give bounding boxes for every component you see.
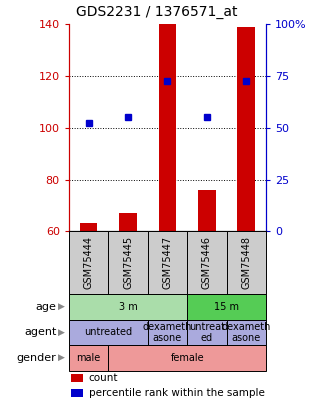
Text: age: age: [35, 302, 56, 312]
Text: GSM75447: GSM75447: [162, 236, 172, 289]
Text: 3 m: 3 m: [119, 302, 137, 312]
Text: dexameth
asone: dexameth asone: [222, 322, 271, 343]
Bar: [187, 231, 227, 294]
Text: ▶: ▶: [58, 302, 64, 311]
Bar: [108, 345, 266, 371]
Bar: [69, 320, 148, 345]
Text: agent: agent: [24, 327, 56, 337]
Text: GSM75444: GSM75444: [84, 236, 94, 289]
Bar: [69, 345, 108, 371]
Text: ▶: ▶: [58, 353, 64, 362]
Text: GSM75445: GSM75445: [123, 236, 133, 289]
Text: untreat
ed: untreat ed: [189, 322, 225, 343]
Bar: [69, 231, 108, 294]
Text: GDS2231 / 1376571_at: GDS2231 / 1376571_at: [76, 5, 237, 19]
Text: dexameth
asone: dexameth asone: [143, 322, 192, 343]
Bar: [69, 294, 187, 320]
Text: male: male: [76, 353, 101, 363]
Bar: [187, 294, 266, 320]
Text: female: female: [170, 353, 204, 363]
Bar: [159, 24, 176, 231]
Bar: [148, 320, 187, 345]
Bar: [71, 373, 83, 382]
Text: GSM75448: GSM75448: [241, 236, 251, 289]
Text: count: count: [89, 373, 118, 383]
Text: GSM75446: GSM75446: [202, 236, 212, 289]
Bar: [227, 320, 266, 345]
Bar: [71, 389, 83, 397]
Bar: [198, 190, 216, 231]
Text: gender: gender: [17, 353, 56, 363]
Text: 15 m: 15 m: [214, 302, 239, 312]
Bar: [227, 231, 266, 294]
Text: ▶: ▶: [58, 328, 64, 337]
Bar: [148, 231, 187, 294]
Bar: [238, 27, 255, 231]
Bar: [119, 213, 137, 231]
Bar: [187, 320, 227, 345]
Bar: [108, 231, 148, 294]
Text: percentile rank within the sample: percentile rank within the sample: [89, 388, 264, 398]
Bar: [80, 224, 97, 231]
Text: untreated: untreated: [84, 327, 132, 337]
